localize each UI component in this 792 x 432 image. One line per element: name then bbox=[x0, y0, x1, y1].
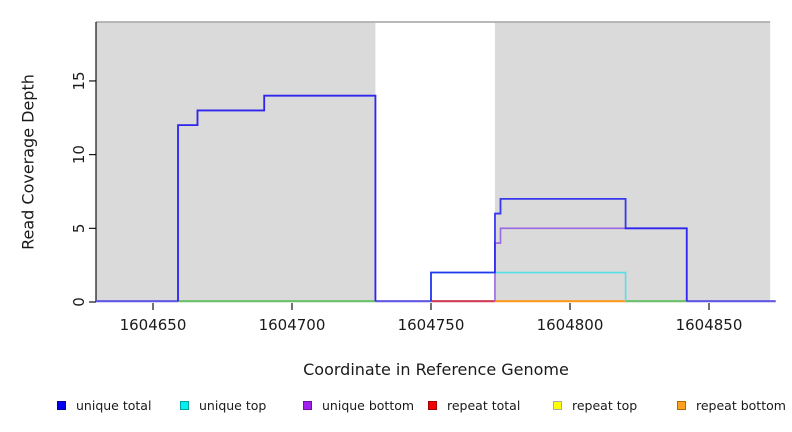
y-tick-label: 10 bbox=[70, 145, 88, 164]
y-tick-label: 5 bbox=[70, 224, 88, 234]
shaded-region bbox=[494, 22, 771, 302]
y-tick-label: 15 bbox=[70, 71, 88, 90]
x-tick-label: 1604800 bbox=[537, 316, 604, 334]
series-line-unique-total bbox=[177, 94, 377, 302]
x-tick-label: 1604650 bbox=[120, 316, 187, 334]
legend-item-unique-total: unique total bbox=[57, 398, 151, 413]
legend-label: unique top bbox=[199, 398, 267, 413]
x-tick-label: 1604850 bbox=[676, 316, 743, 334]
legend-label: unique total bbox=[76, 398, 152, 413]
shaded-region bbox=[96, 22, 376, 302]
legend-swatch-icon bbox=[428, 401, 437, 410]
series-line-unique-total bbox=[430, 197, 688, 302]
legend-swatch-icon bbox=[553, 401, 562, 410]
legend-label: repeat top bbox=[572, 398, 638, 413]
legend-swatch-icon bbox=[57, 401, 66, 410]
legend-label: repeat total bbox=[447, 398, 521, 413]
legend: unique total unique top unique bottom repea… bbox=[0, 398, 792, 420]
legend-swatch-icon bbox=[303, 401, 312, 410]
legend-label: repeat bottom bbox=[696, 398, 786, 413]
legend-item-repeat-top: repeat top bbox=[553, 398, 637, 413]
legend-item-unique-top: unique top bbox=[180, 398, 266, 413]
x-tick-label: 1604700 bbox=[259, 316, 326, 334]
legend-item-unique-bottom: unique bottom bbox=[303, 398, 414, 413]
legend-item-repeat-total: repeat total bbox=[428, 398, 520, 413]
y-axis-title: Read Coverage Depth bbox=[18, 74, 38, 250]
legend-swatch-icon bbox=[677, 401, 686, 410]
legend-item-repeat-bottom: repeat bottom bbox=[677, 398, 786, 413]
y-tick-label: 0 bbox=[70, 297, 88, 307]
x-axis-title: Coordinate in Reference Genome bbox=[303, 360, 569, 379]
legend-label: unique bottom bbox=[322, 398, 415, 413]
legend-swatch-icon bbox=[180, 401, 189, 410]
x-tick-label: 1604750 bbox=[398, 316, 465, 334]
